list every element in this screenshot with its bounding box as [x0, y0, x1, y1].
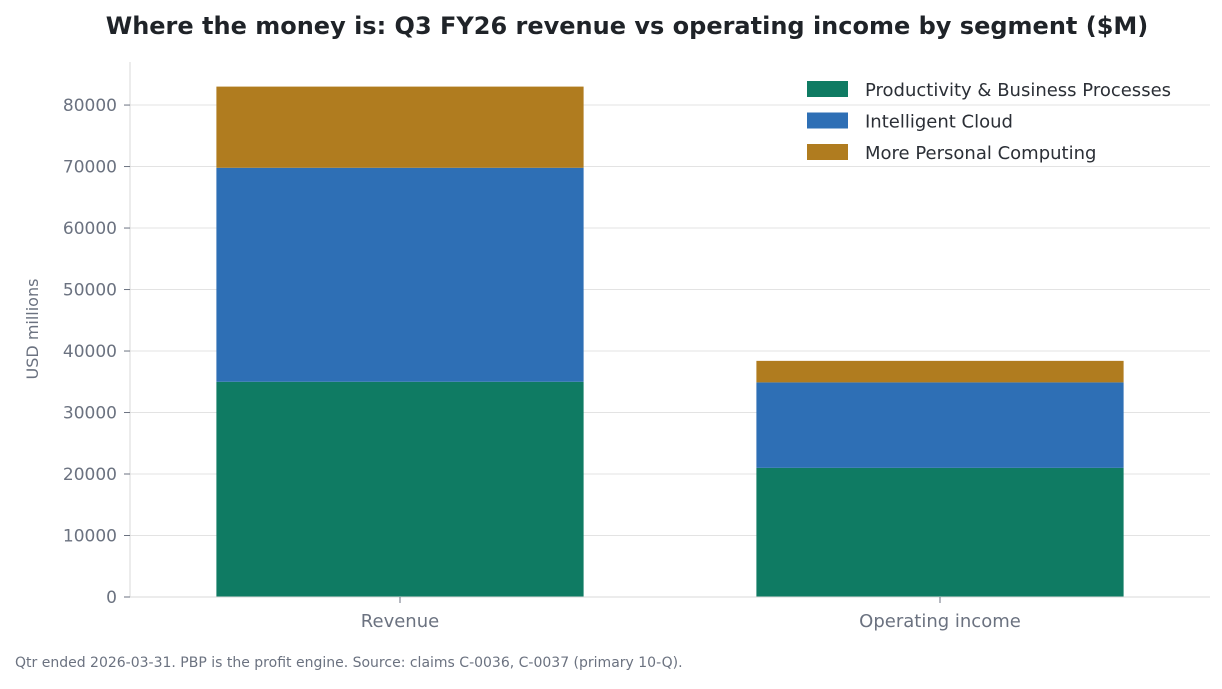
y-tick-label: 50000 [63, 281, 117, 301]
bar-segment [756, 467, 1124, 597]
y-ticks: 0 10000 20000 30000 40000 50000 60000 70000 8000… [63, 96, 130, 608]
legend-swatch [807, 81, 848, 97]
legend-label: Productivity & Business Processes [865, 80, 1171, 101]
bars [216, 86, 1124, 597]
y-tick-label: 10000 [63, 527, 117, 547]
x-ticks: Revenue Operating income [361, 597, 1021, 632]
stacked-bar-chart: 0 10000 20000 30000 40000 50000 60000 70000 8000… [23, 62, 1210, 632]
y-tick-label: 60000 [63, 219, 117, 239]
legend-swatch [807, 144, 848, 160]
y-tick-label: 80000 [63, 96, 117, 116]
legend-label: Intelligent Cloud [865, 112, 1013, 133]
bar-segment [216, 167, 584, 382]
axes [129, 62, 1210, 598]
y-tick-label: 70000 [63, 158, 117, 178]
bar-segment [216, 86, 584, 168]
legend: Productivity & Business Processes Intelli… [807, 80, 1171, 164]
legend-label: More Personal Computing [865, 143, 1096, 164]
y-tick-label: 0 [106, 588, 117, 608]
bar-segment [756, 360, 1124, 383]
y-tick-label: 20000 [63, 465, 117, 485]
x-tick-label: Operating income [859, 611, 1021, 632]
footnote: Qtr ended 2026-03-31. PBP is the profit … [15, 655, 683, 671]
y-tick-label: 40000 [63, 342, 117, 362]
bar-segment [756, 382, 1124, 468]
y-axis-label: USD millions [23, 279, 42, 380]
y-tick-label: 30000 [63, 404, 117, 424]
bar-segment [216, 381, 584, 597]
legend-swatch [807, 112, 848, 129]
x-tick-label: Revenue [361, 611, 439, 632]
chart-title: Where the money is: Q3 FY26 revenue vs o… [105, 12, 1149, 40]
